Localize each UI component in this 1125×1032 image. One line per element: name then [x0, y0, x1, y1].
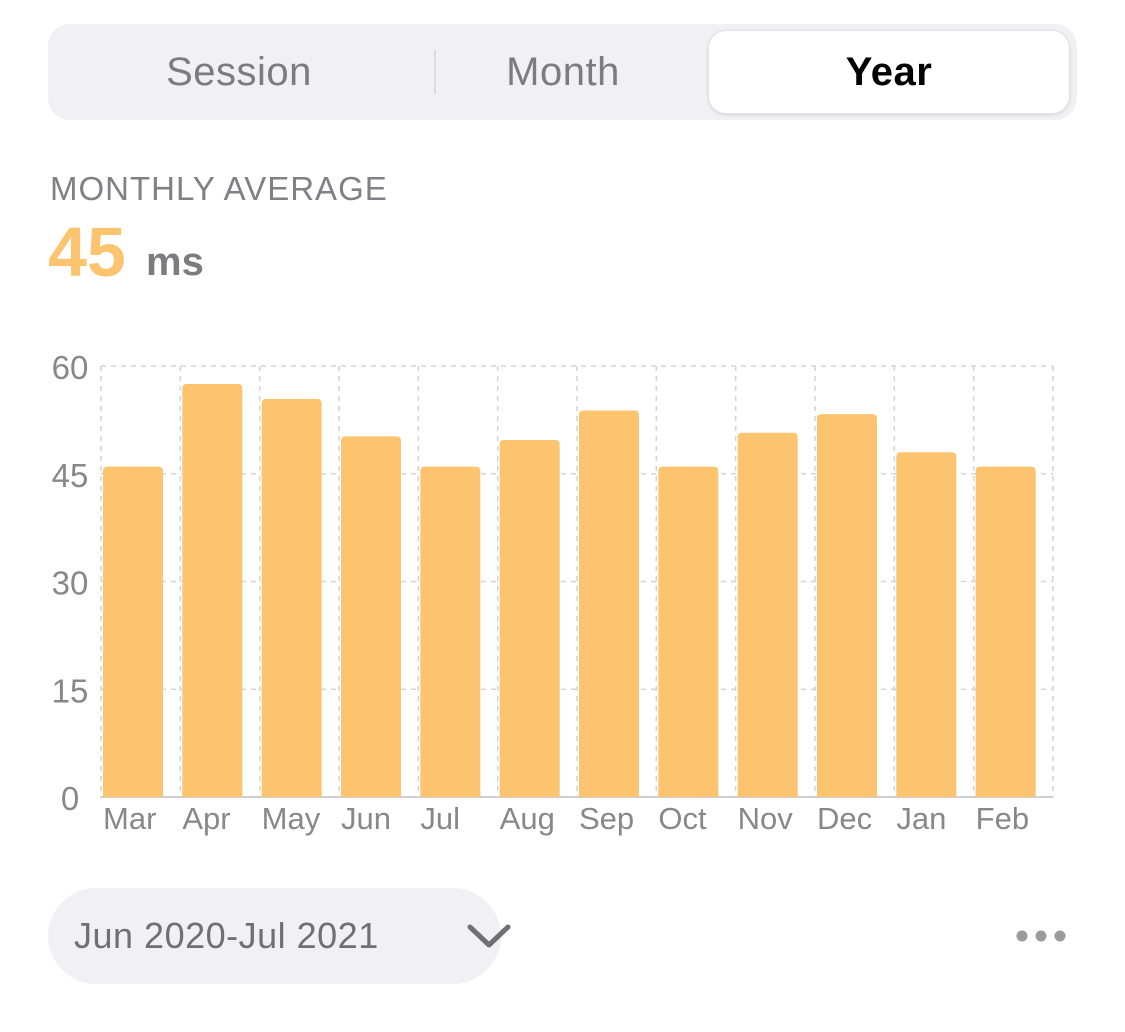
bar-base	[896, 791, 957, 797]
bar-base	[975, 791, 1036, 797]
bar-apr	[182, 383, 243, 797]
y-tick-label: 45	[52, 457, 89, 494]
segment-divider	[434, 50, 436, 94]
x-tick-label: Mar	[103, 801, 156, 836]
bar-chart: 0 15 30 45 60 Mar Apr May Jun Jul Aug Sep Oct Nov Dec…	[52, 349, 1054, 836]
x-tick-label: Oct	[658, 801, 707, 836]
bar-aug	[499, 439, 560, 797]
y-tick-label: 30	[52, 565, 89, 602]
bar-may	[261, 399, 322, 797]
metric-value: 45	[48, 213, 126, 291]
metric-unit: ms	[146, 240, 204, 284]
chart-grid	[100, 365, 1054, 798]
y-tick-label: 15	[52, 672, 89, 709]
bar-base	[499, 791, 560, 797]
x-tick-label: Jun	[341, 801, 391, 836]
x-tick-label: Apr	[182, 801, 230, 836]
metric-label: MONTHLY AVERAGE	[50, 170, 388, 207]
segment-month[interactable]: Month	[506, 49, 620, 94]
bar-oct	[658, 466, 719, 797]
segment-session[interactable]: Session	[166, 49, 312, 94]
chart-bars	[103, 383, 1036, 797]
x-tick-label: Feb	[976, 801, 1029, 836]
y-tick-label: 0	[61, 780, 79, 817]
bar-base	[817, 791, 877, 797]
x-tick-label: Dec	[817, 801, 872, 836]
bar-base	[579, 791, 639, 797]
bar-jun	[341, 436, 401, 797]
bar-base	[103, 791, 163, 797]
x-tick-label: Jan	[896, 801, 946, 836]
bar-base	[341, 791, 401, 797]
bar-base	[182, 791, 243, 797]
x-tick-label: Jul	[420, 801, 460, 836]
x-tick-label: May	[262, 801, 321, 836]
bar-jan	[896, 452, 957, 797]
y-tick-label: 60	[52, 349, 89, 386]
x-tick-label: Nov	[738, 801, 794, 836]
x-tick-label: Aug	[500, 801, 555, 836]
x-tick-label: Sep	[579, 801, 634, 836]
bar-nov	[737, 432, 798, 797]
bar-feb	[975, 466, 1036, 797]
timeframe-segmented-control: Session Month Year	[48, 24, 1077, 120]
ellipsis-icon[interactable]	[1014, 924, 1070, 948]
bar-base	[420, 791, 481, 797]
bar-base	[658, 791, 719, 797]
segment-year[interactable]: Year	[708, 30, 1070, 114]
bar-base	[261, 791, 322, 797]
bar-jul	[420, 466, 481, 797]
date-range-label: Jun 2020-Jul 2021	[74, 915, 379, 956]
x-axis-ticks: Mar Apr May Jun Jul Aug Sep Oct Nov Dec Jan Feb	[103, 801, 1029, 836]
y-axis-ticks: 0 15 30 45 60	[52, 349, 89, 817]
bar-mar	[103, 466, 163, 797]
bar-dec	[817, 414, 877, 797]
bar-base	[737, 791, 798, 797]
date-range-picker[interactable]: Jun 2020-Jul 2021	[48, 888, 511, 984]
chevron-down-icon	[467, 924, 511, 948]
bar-sep	[579, 410, 639, 797]
